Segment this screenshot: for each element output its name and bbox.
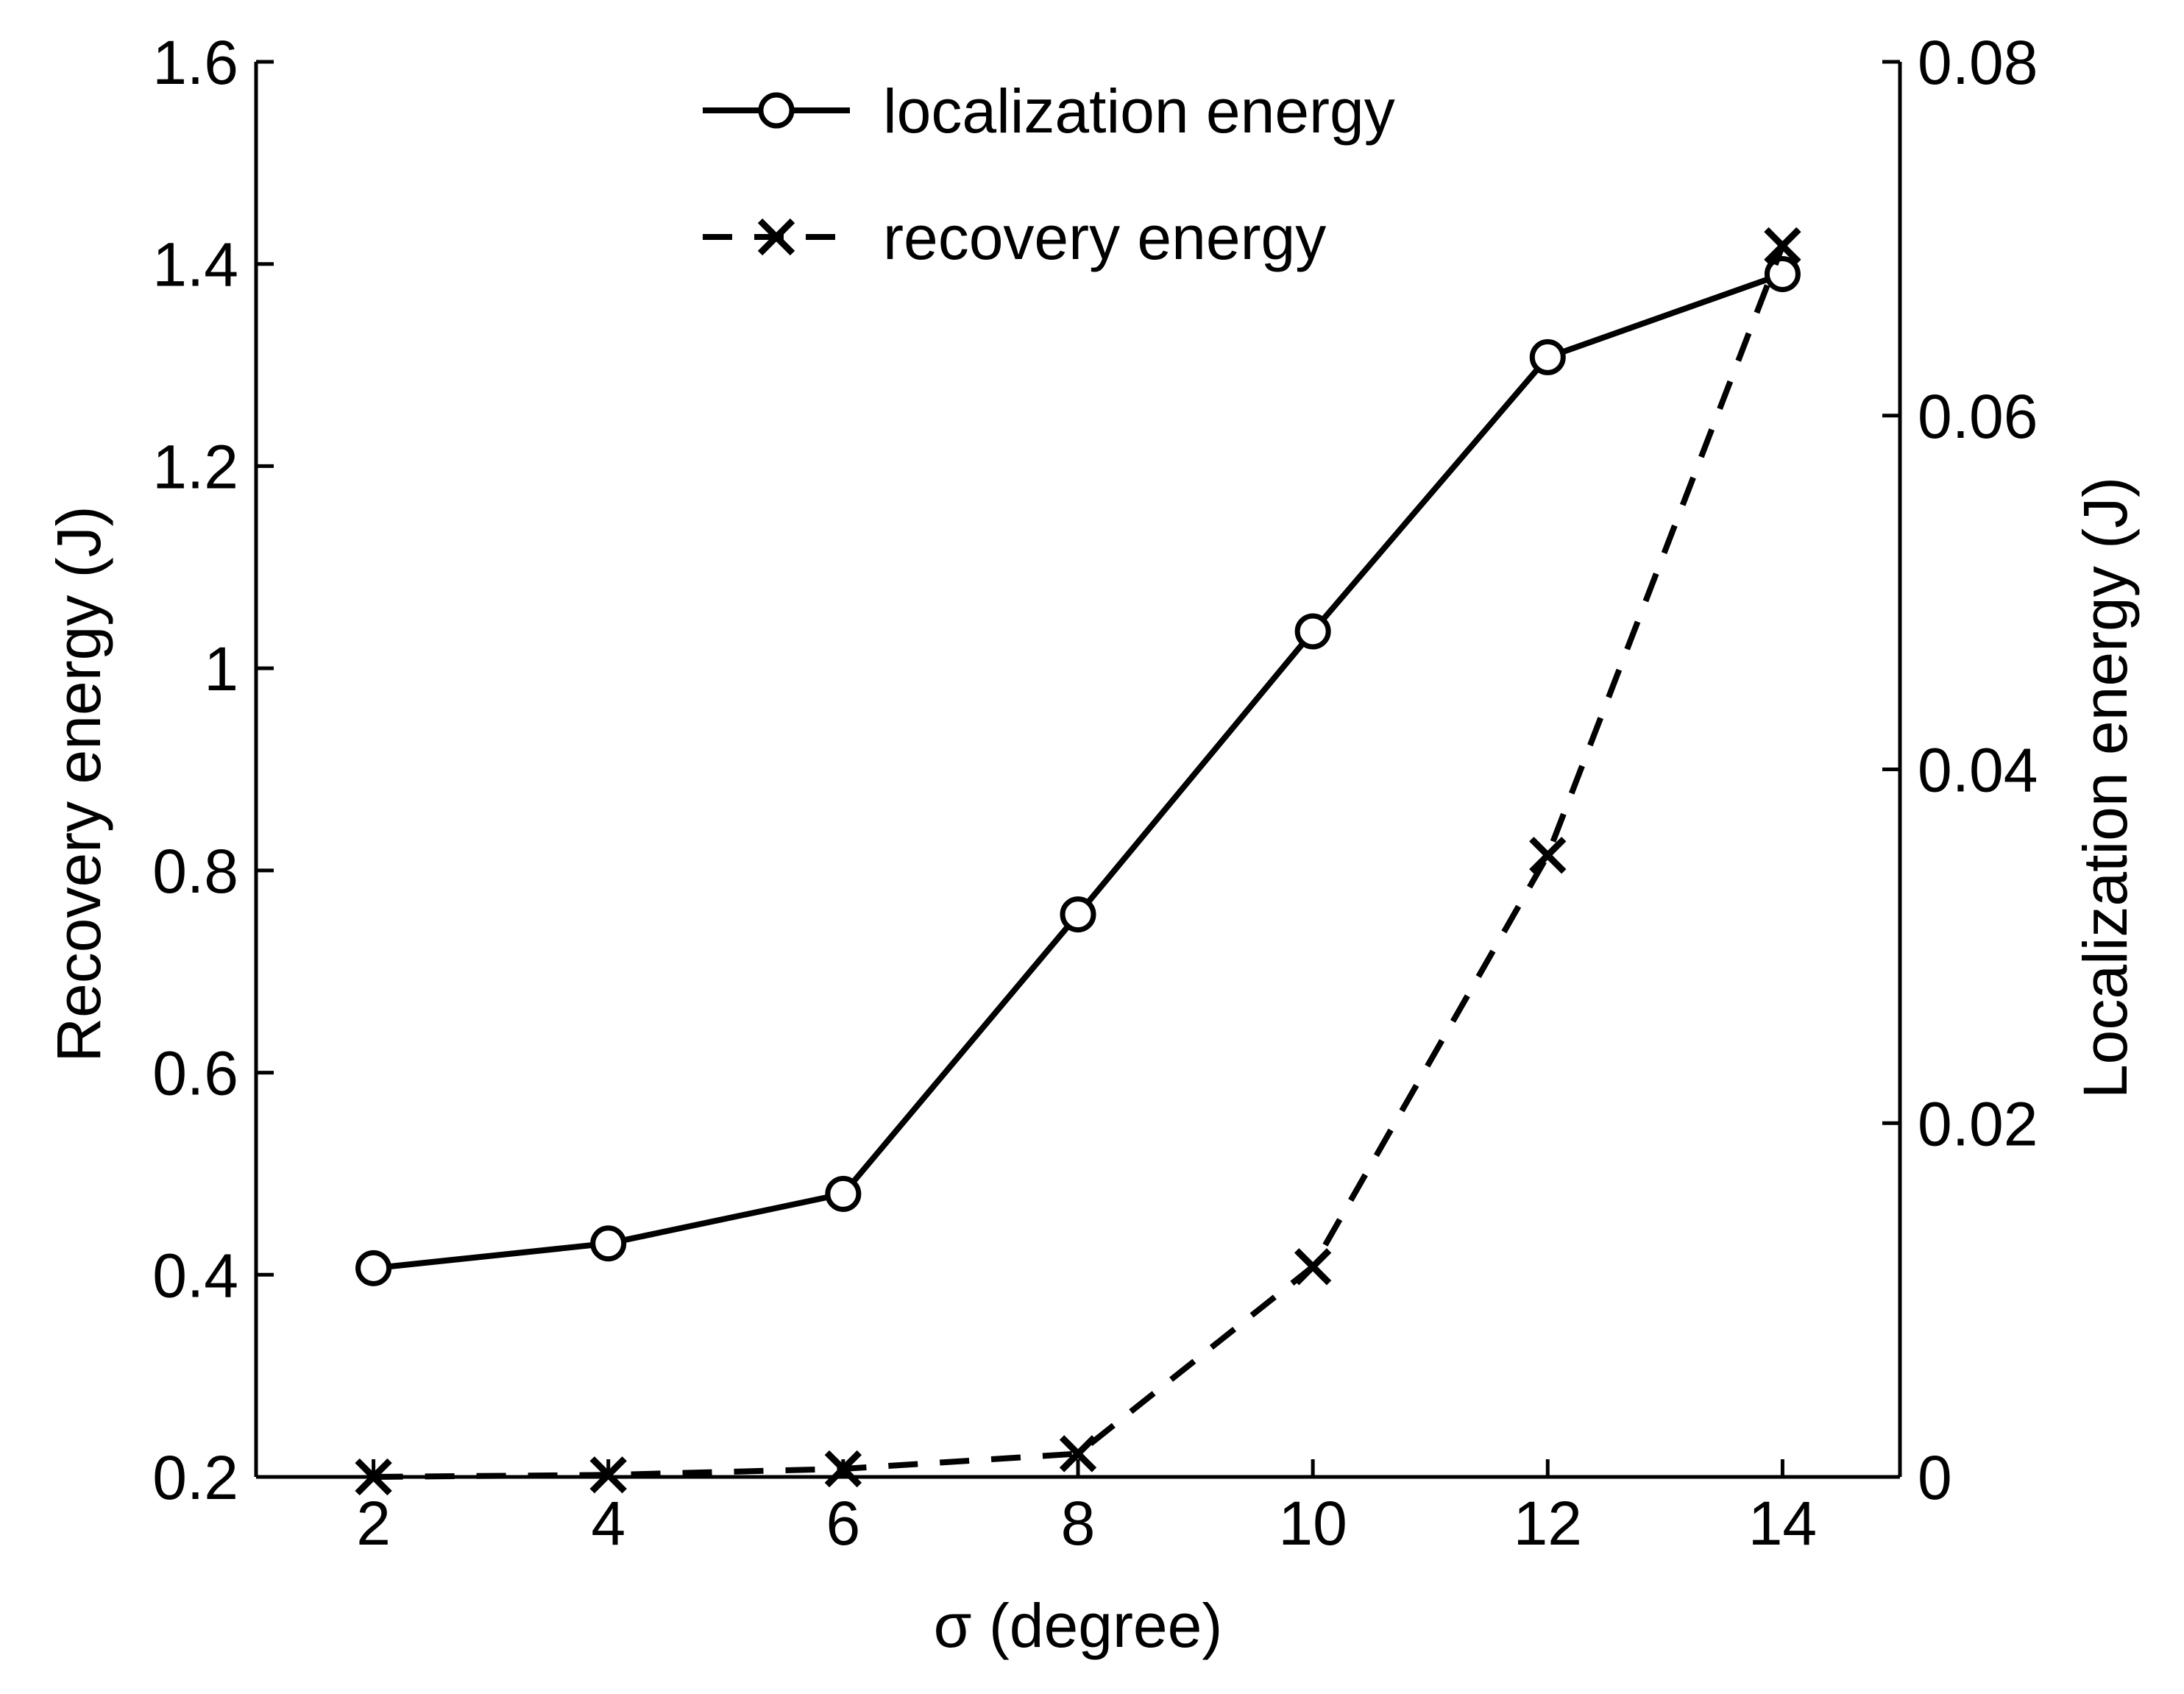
localization-energy-point [1294,613,1331,650]
series-layer [355,227,1801,1496]
legend-entry-recovery-energy: recovery energy [703,203,1326,272]
left-y-tick-label: 0.2 [152,1443,238,1512]
left-y-tick-label: 1.4 [152,230,238,300]
x-tick-label: 6 [826,1489,860,1558]
left-y-axis-label: Recovery energy (J) [44,506,113,1062]
legend-marker-localization-energy [758,92,795,129]
left-y-tick-label: 0.8 [152,837,238,906]
right-y-tick-label: 0.02 [1918,1089,2038,1158]
x-marker-stroke [1294,1248,1332,1286]
x-marker-stroke [1529,837,1567,874]
localization-energy-point [590,1225,627,1262]
ticks: 2 4 6 8 10 12 14 0.2 0.4 0.6 0.8 1 1.2 1.4 1.6 0 0.02 0.0… [152,28,2038,1558]
recovery-energy-line [373,244,1786,1480]
x-tick-label: 4 [591,1489,625,1558]
axes [254,62,1902,1479]
left-y-tick-label: 1 [204,634,238,704]
recovery-energy-point [824,1450,862,1488]
x-marker-stroke [1059,1435,1097,1472]
legend-marker-recovery-energy [757,218,795,256]
left-y-tick-label: 0.6 [152,1039,238,1108]
localization-energy-point [1060,896,1096,933]
localization-energy-point [355,1250,392,1286]
right-y-tick-label: 0.06 [1918,382,2038,451]
x-marker-stroke [1764,227,1801,265]
recovery-energy-point [1529,837,1567,874]
left-y-tick-label: 0.4 [152,1241,238,1310]
x-tick-label: 14 [1748,1489,1817,1558]
x-tick-label: 8 [1061,1489,1096,1558]
localization-energy-point [1529,339,1566,375]
x-marker-stroke [589,1456,627,1494]
left-y-tick-label: 1.2 [152,432,238,501]
localization-energy-point [1764,255,1801,292]
right-y-tick-label: 0.04 [1918,736,2038,805]
right-y-tick-label: 0.08 [1918,28,2038,97]
x-marker-stroke [355,1458,392,1496]
legend-label-recovery-energy: recovery energy [883,203,1326,272]
localization-energy-point [825,1175,862,1212]
legend: localization energy recovery energy [703,77,1395,272]
left-y-tick-label: 1.6 [152,28,238,97]
localization-energy-series [355,255,1801,1286]
x-marker-stroke [824,1450,862,1488]
right-y-axis-label: Localization energy (J) [2071,477,2140,1099]
recovery-energy-point [1294,1248,1332,1286]
right-y-tick-label: 0 [1918,1443,1952,1512]
recovery-energy-point [589,1456,627,1494]
x-marker-stroke [757,218,795,256]
x-tick-label: 2 [356,1489,391,1558]
recovery-energy-point [1764,227,1801,265]
legend-label-localization-energy: localization energy [883,77,1395,146]
localization-energy-line [373,271,1784,1272]
recovery-energy-point [355,1458,392,1496]
x-tick-label: 10 [1278,1489,1347,1558]
recovery-energy-point [1059,1435,1097,1472]
recovery-energy-series [355,227,1801,1496]
legend-entry-localization-energy: localization energy [703,77,1395,146]
x-axis-label: σ (degree) [934,1591,1223,1660]
x-tick-label: 12 [1514,1489,1582,1558]
